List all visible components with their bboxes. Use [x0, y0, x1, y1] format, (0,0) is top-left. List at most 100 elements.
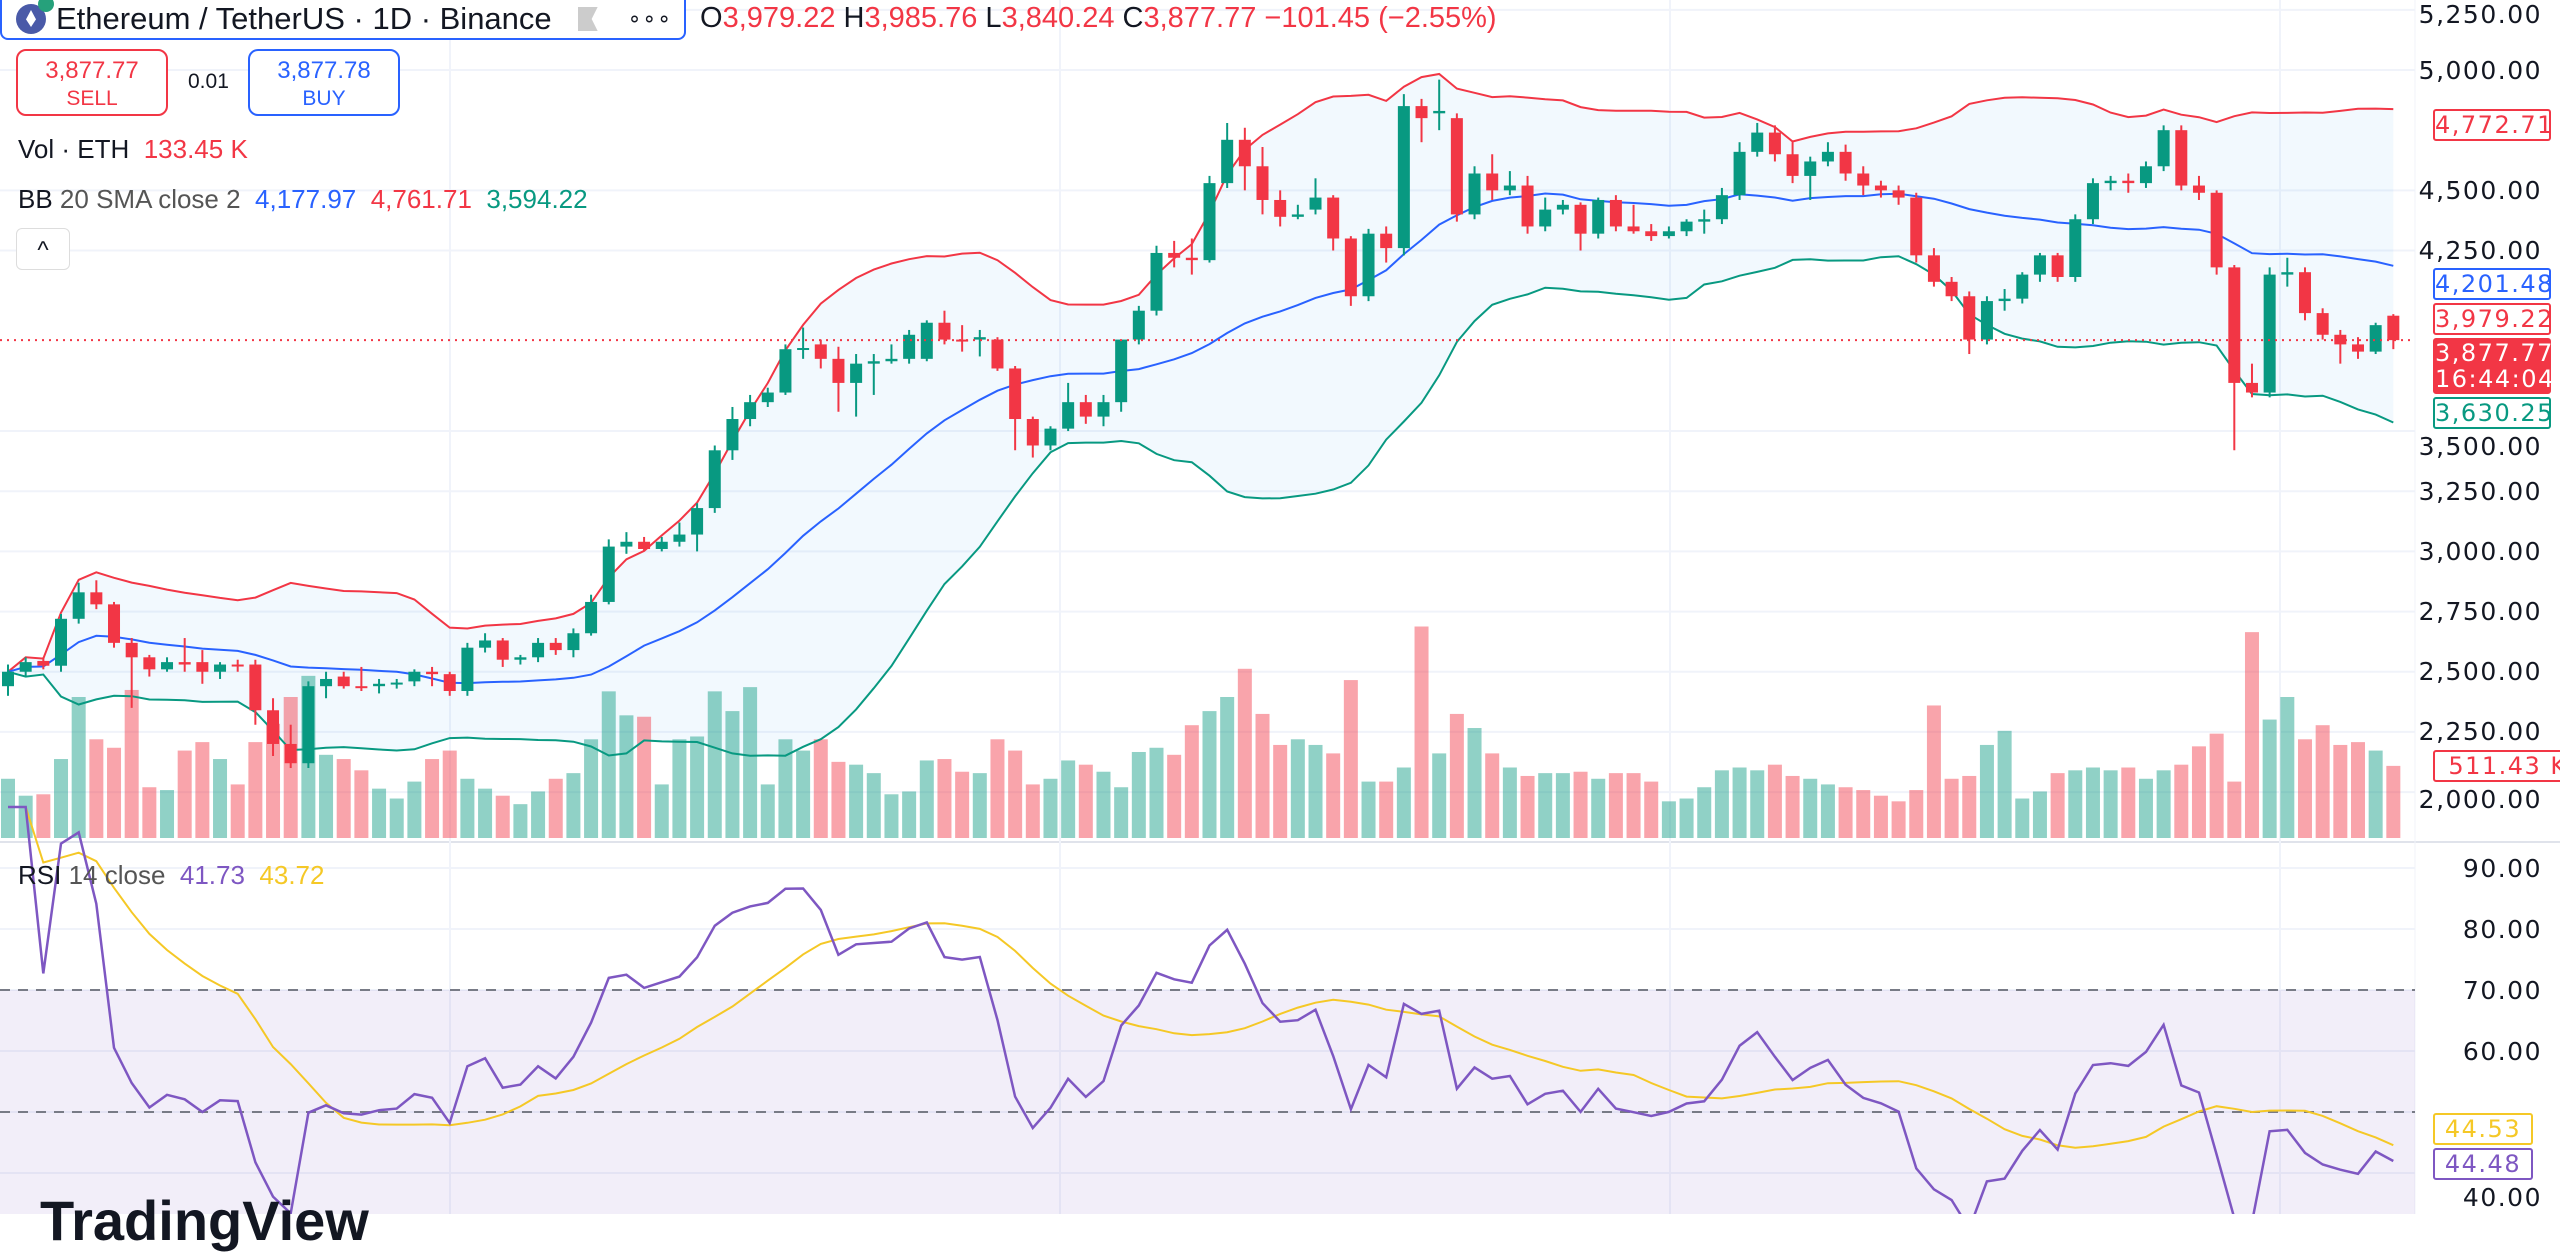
volume-bar — [1767, 764, 1782, 838]
candle — [2281, 257, 2294, 287]
candle — [1062, 382, 1075, 432]
candle-body — [1486, 173, 1499, 191]
candle — [832, 346, 845, 412]
current-price-value: 3,877.77 — [2435, 339, 2554, 367]
candle-body — [2175, 130, 2188, 186]
rsi-legend[interactable]: RSI 14 close 41.73 43.72 — [18, 860, 324, 891]
candle — [90, 580, 103, 610]
candle-body — [2069, 219, 2082, 278]
volume-legend[interactable]: Vol · ETH 133.45 K — [18, 134, 248, 165]
candle-body — [2139, 166, 2152, 184]
sell-button[interactable]: 3,877.77 SELL — [16, 49, 168, 116]
bb-legend[interactable]: BB 20 SMA close 2 4,177.97 4,761.71 3,59… — [18, 184, 588, 215]
volume-bar — [2244, 632, 2259, 838]
more-horizontal-icon[interactable]: ∘∘∘ — [627, 6, 672, 31]
volume-bar — [1820, 784, 1835, 838]
candle-body — [1115, 339, 1128, 403]
candle — [1539, 197, 1552, 232]
candle — [779, 344, 792, 395]
candle — [178, 638, 191, 672]
volume-bar — [160, 790, 175, 838]
candle — [744, 394, 757, 427]
price-chart[interactable] — [0, 0, 2560, 1214]
candle-body — [390, 682, 403, 685]
candle — [108, 601, 121, 648]
bb-upper-line — [7, 72, 2394, 673]
bb-upper-value: 4,761.71 — [370, 184, 472, 214]
candle — [1857, 166, 1870, 196]
volume-bar — [1485, 753, 1500, 838]
candle — [267, 698, 280, 756]
volume-bar — [2262, 719, 2277, 838]
candle — [2192, 175, 2205, 200]
volume-bar — [690, 736, 705, 838]
candle-body — [1786, 154, 1799, 176]
tether-icon — [38, 0, 54, 12]
volume-bar — [1891, 801, 1906, 838]
candle-body — [231, 664, 244, 667]
candle-body — [37, 660, 50, 666]
volume-bar — [478, 788, 493, 838]
candle-body — [1062, 402, 1075, 429]
change-value: −101.45 (−2.55%) — [1264, 2, 1497, 34]
candle-body — [1097, 402, 1110, 417]
volume-bar — [1149, 747, 1164, 838]
candle — [1362, 228, 1375, 302]
candle — [1486, 154, 1499, 200]
candle — [1574, 202, 1587, 251]
candle-body — [549, 642, 562, 651]
volume-bar — [1237, 668, 1252, 838]
candle-body — [956, 339, 969, 342]
volume-bar — [1, 778, 15, 838]
volume-bar — [1538, 773, 1553, 838]
volume-bar — [831, 761, 846, 838]
candle-body — [1238, 139, 1251, 167]
volume-bar — [54, 759, 69, 838]
candle-body — [1256, 166, 1269, 200]
volume-bar — [1573, 771, 1588, 838]
symbol-legend[interactable]: Ethereum / TetherUS · 1D · Binance ∘∘∘ — [0, 0, 686, 40]
volume-bar — [1114, 787, 1129, 838]
buy-button[interactable]: 3,877.78 BUY — [248, 49, 400, 116]
candle-body — [1574, 204, 1587, 234]
price-axis-tag: 3,630.25 — [2433, 397, 2554, 429]
rsi-name: RSI — [18, 860, 62, 890]
volume-bar — [2015, 798, 2030, 838]
candle — [1998, 289, 2011, 311]
candle-body — [1309, 197, 1322, 210]
candle-body — [1539, 209, 1552, 227]
candle-body — [1945, 281, 1958, 297]
candle — [938, 310, 951, 345]
candle-body — [2210, 192, 2223, 268]
volume-bar — [2280, 697, 2295, 838]
candle-body — [1221, 139, 1234, 184]
volume-value: 133.45 K — [143, 134, 248, 164]
volume-bar — [1979, 744, 1994, 838]
candle — [1892, 185, 1905, 205]
volume-bar — [2103, 770, 2118, 838]
volume-bar — [1326, 753, 1341, 838]
candle-body — [496, 640, 509, 660]
candle-body — [461, 647, 474, 692]
candle-body — [196, 662, 209, 672]
price-tick-label: 3,250.00 — [2418, 476, 2542, 506]
volume-bar — [1944, 778, 1959, 838]
candle-body — [1274, 199, 1287, 217]
candle — [249, 659, 262, 725]
candle-body — [1804, 161, 1817, 176]
volume-bar — [619, 715, 634, 838]
candle-body — [832, 358, 845, 383]
flag-icon[interactable] — [577, 7, 598, 31]
volume-bar — [195, 742, 210, 838]
candle-body — [1044, 428, 1057, 446]
volume-bar — [71, 697, 86, 838]
candle — [2016, 272, 2029, 304]
volume-bar — [778, 739, 793, 838]
volume-bar — [389, 798, 404, 838]
volume-bar — [1414, 626, 1429, 838]
chevron-up-icon[interactable]: ^ — [16, 228, 70, 270]
volume-bar — [213, 759, 228, 838]
candle — [1609, 195, 1622, 232]
candle-body — [1910, 197, 1923, 256]
candle-body — [1009, 368, 1022, 420]
